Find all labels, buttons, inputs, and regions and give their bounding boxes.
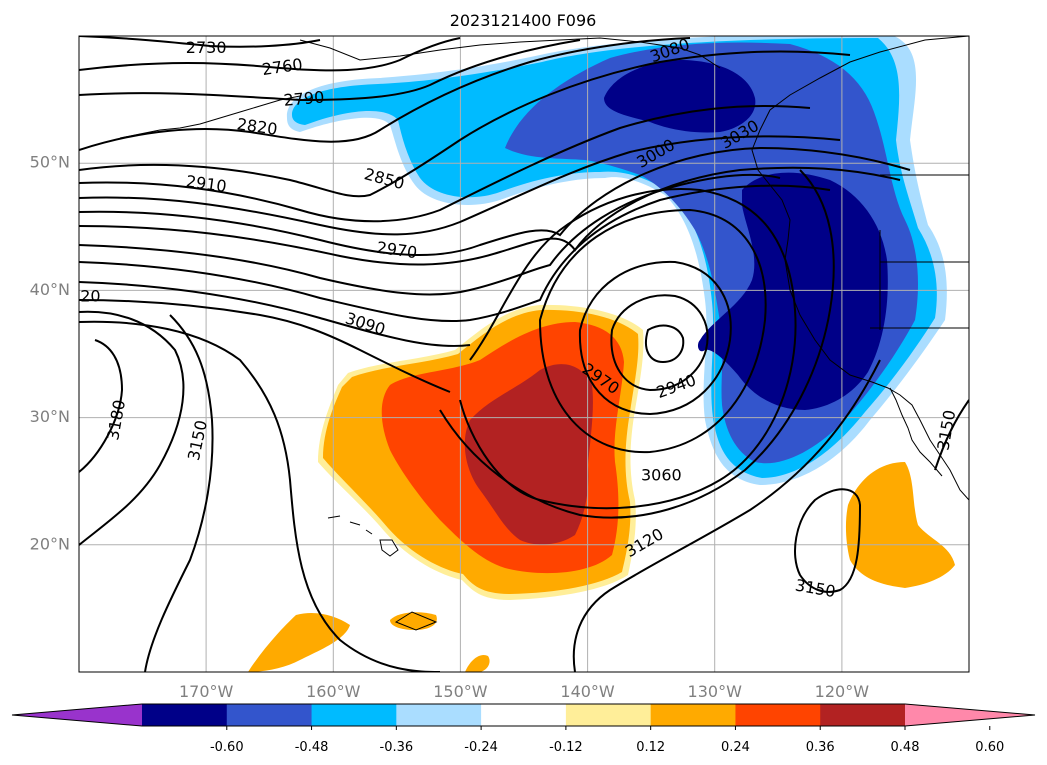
colorbar-tick-label: 0.48 [891,740,920,755]
anomaly-region-orange-east [845,462,955,588]
height-contours [79,36,969,672]
longitude-label: 150°W [433,682,488,701]
baja-peninsula [889,387,943,477]
contour-label: 3060 [641,466,682,485]
contour-3120-south [572,359,881,672]
colorbar-tick-label: 0.24 [721,740,750,755]
colorbar-segment [650,704,736,726]
contour-2910 [79,135,841,236]
trough-ring-2 [578,260,732,416]
latitude-label: 40°N [30,280,70,299]
contour-3060-west [79,281,471,347]
contour-2790 [79,39,581,102]
colorbar-tick-label: -0.36 [380,740,414,755]
contour-2940-outer [79,146,911,257]
anomaly-core-dark-red [464,364,593,545]
contour-2820 [79,37,691,151]
contour-label: 2730 [186,38,227,57]
contour-3150-coast [934,399,969,471]
north-america-coastline [751,36,969,501]
contour-3150-east [794,488,862,593]
hawaii-islands-small [327,515,373,535]
contour-3180 [79,310,185,546]
trough-ring-1 [610,294,709,392]
contour-2850 [79,50,851,198]
trough-ring-4 [459,188,797,510]
coastlines [119,36,969,631]
contour-3030 [79,184,831,323]
colorbar-segment [396,704,482,726]
contour-2970 [79,166,901,266]
anomaly-core-dark-blue-north [604,60,756,133]
latitude-label: 50°N [30,153,70,172]
contour-2880 [79,105,811,223]
map-frame [78,35,970,673]
longitude-label: 140°W [560,682,615,701]
colorbar-segment [735,704,821,726]
contour-3060-east [439,169,835,519]
hawaii-island-big [379,539,399,557]
aleutian-islands [119,95,301,139]
anomaly-region-orange-small [390,612,437,630]
colorbar-tick-label: -0.48 [295,740,329,755]
longitude-label: 120°W [815,682,870,701]
colorbar-tick-label: -0.12 [549,740,583,755]
contour-2730 [79,36,321,48]
longitude-label: 160°W [306,682,361,701]
colorbar-segment [311,704,397,726]
chart-title: 2023121400 F096 [450,11,597,30]
contour-3150-west [79,339,124,473]
anomaly-region-orange-southwest [248,613,350,672]
colorbar-tick-label: -0.24 [464,740,498,755]
graticule [79,36,969,672]
colorbar-segment [820,704,906,726]
contour-label: 2790 [283,87,325,109]
colorbar-segment [481,704,567,726]
longitude-labels: 170°W 160°W 150°W 140°W 130°W 120°W [179,682,869,701]
contour-3000 [79,173,781,296]
longitude-label: 170°W [179,682,234,701]
contour-3090 [79,299,451,393]
colorbar-segment [142,704,228,726]
colorbar-tick-label: -0.60 [210,740,244,755]
contour-3120 [79,320,441,672]
contour-label: 20 [80,286,100,305]
latitude-labels: 50°N 40°N 30°N 20°N [30,153,70,554]
positive-anomaly-shading [248,304,955,672]
longitude-label: 130°W [688,682,743,701]
colorbar: -0.60 -0.48 -0.36 -0.24 -0.12 0.12 0.24 0.36 0.4… [11,703,1036,755]
alaska-coastline [299,37,721,69]
colorbar-tick-label: 0.36 [806,740,835,755]
small-island-feature [394,611,438,631]
colorbar-tick-label: 0.12 [636,740,665,755]
colorbar-segment [226,704,313,726]
trough-ring-3 [538,208,767,454]
latitude-label: 20°N [30,534,70,553]
colorbar-tick-label: 0.60 [975,740,1004,755]
colorbar-extend-low [12,704,142,726]
anomaly-region-orange-south [465,654,490,672]
colorbar-segment [565,704,652,726]
trough-low-center [644,324,685,364]
latitude-label: 30°N [30,407,70,426]
contour-2760 [79,37,461,72]
contour-3150-far-west [144,314,214,672]
colorbar-outline [11,703,1036,727]
colorbar-extend-high [905,704,1035,726]
